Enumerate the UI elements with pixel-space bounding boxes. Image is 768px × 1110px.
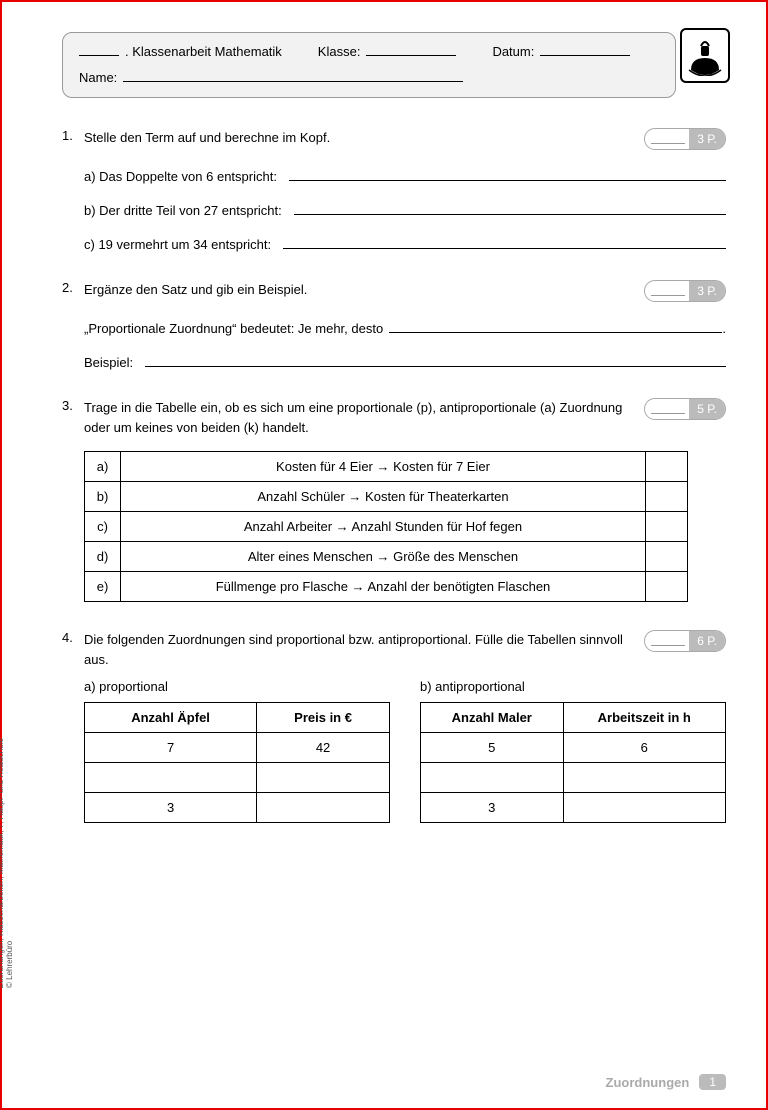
answer-line[interactable] <box>294 202 726 215</box>
answer-cell[interactable] <box>257 793 390 823</box>
points-blank[interactable] <box>651 634 685 646</box>
page-footer: Zuordnungen 1 <box>606 1074 726 1090</box>
table-row: 3 <box>421 793 726 823</box>
task-3: 3. Trage in die Tabelle ein, ob es sich … <box>62 398 726 602</box>
table-row: e)Füllmenge pro Flasche → Anzahl der ben… <box>85 572 688 602</box>
name-label: Name: <box>79 70 117 85</box>
answer-cell[interactable] <box>563 763 725 793</box>
task-3-points: 5 P. <box>644 398 726 420</box>
table-row: c)Anzahl Arbeiter → Anzahl Stunden für H… <box>85 512 688 542</box>
task-1-c: c) 19 vermehrt um 34 entspricht: <box>84 236 726 252</box>
table-row: b)Anzahl Schüler → Kosten für Theaterkar… <box>85 482 688 512</box>
weight-icon <box>680 28 730 83</box>
points-blank[interactable] <box>651 284 685 296</box>
footer-page-number: 1 <box>699 1074 726 1090</box>
task-3-number: 3. <box>62 398 84 413</box>
task-2-sentence: „Proportionale Zuordnung“ bedeutet: Je m… <box>84 320 726 336</box>
footer-topic: Zuordnungen <box>606 1075 690 1090</box>
answer-cell[interactable] <box>85 763 257 793</box>
task-4: 4. Die folgenden Zuordnungen sind propor… <box>62 630 726 823</box>
table-row: 56 <box>421 733 726 763</box>
task-2: 2. Ergänze den Satz und gib ein Beispiel… <box>62 280 726 370</box>
task-4-text: Die folgenden Zuordnungen sind proportio… <box>84 630 634 669</box>
answer-cell[interactable] <box>646 572 688 602</box>
answer-cell[interactable] <box>563 793 725 823</box>
datum-label: Datum: <box>492 44 534 59</box>
answer-cell[interactable] <box>646 482 688 512</box>
answer-cell[interactable] <box>421 763 564 793</box>
task-2-text: Ergänze den Satz und gib ein Beispiel. <box>84 280 634 300</box>
datum-blank[interactable] <box>540 43 630 56</box>
task-1: 1. Stelle den Term auf und berechne im K… <box>62 128 726 252</box>
worksheet-header: . Klassenarbeit Mathematik Klasse: Datum… <box>62 32 676 98</box>
answer-cell[interactable] <box>646 452 688 482</box>
table-row: 3 <box>85 793 390 823</box>
task-4-number: 4. <box>62 630 84 645</box>
answer-cell[interactable] <box>257 763 390 793</box>
answer-cell[interactable] <box>646 512 688 542</box>
klasse-label: Klasse: <box>318 44 361 59</box>
table-row: 742 <box>85 733 390 763</box>
table-row <box>85 763 390 793</box>
points-blank[interactable] <box>651 132 685 144</box>
task-1-points: 3 P. <box>644 128 726 150</box>
answer-line[interactable] <box>289 168 726 181</box>
answer-line[interactable] <box>389 320 722 333</box>
task-1-number: 1. <box>62 128 84 143</box>
answer-line[interactable] <box>145 354 726 367</box>
name-blank[interactable] <box>123 69 463 82</box>
table-row: a)Kosten für 4 Eier → Kosten für 7 Eier <box>85 452 688 482</box>
task-4-table-b: b) antiproportional Anzahl MalerArbeitsz… <box>420 679 726 823</box>
klasse-blank[interactable] <box>366 43 456 56</box>
task-2-points: 3 P. <box>644 280 726 302</box>
points-blank[interactable] <box>651 402 685 414</box>
answer-line[interactable] <box>283 236 726 249</box>
side-credit: Zuordnungen, Klassenarbeiten, Mathematik… <box>0 738 14 988</box>
task-3-text: Trage in die Tabelle ein, ob es sich um … <box>84 398 634 437</box>
table-row: d)Alter eines Menschen → Größe des Mensc… <box>85 542 688 572</box>
task-1-b: b) Der dritte Teil von 27 entspricht: <box>84 202 726 218</box>
task-2-example: Beispiel: <box>84 354 726 370</box>
task-1-text: Stelle den Term auf und berechne im Kopf… <box>84 128 634 148</box>
task-4-table-a: a) proportional Anzahl ÄpfelPreis in € 7… <box>84 679 390 823</box>
table-row <box>421 763 726 793</box>
class-number-blank[interactable] <box>79 43 119 56</box>
task-4-points: 6 P. <box>644 630 726 652</box>
task-2-number: 2. <box>62 280 84 295</box>
task-1-a: a) Das Doppelte von 6 entspricht: <box>84 168 726 184</box>
header-title: . Klassenarbeit Mathematik <box>125 44 282 59</box>
worksheet-page: . Klassenarbeit Mathematik Klasse: Datum… <box>0 0 768 1110</box>
task-3-table: a)Kosten für 4 Eier → Kosten für 7 Eier … <box>84 451 688 602</box>
answer-cell[interactable] <box>646 542 688 572</box>
